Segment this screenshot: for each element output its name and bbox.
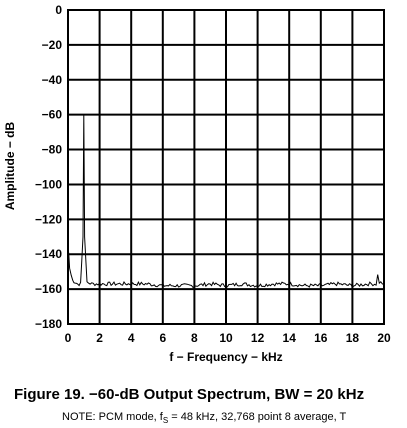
note-suffix: = 48 kHz, 32,768 point 8 average, T [168,411,347,423]
y-tick-label: −80 [42,143,63,157]
spectrum-chart: 0 2 4 6 8 10 12 14 16 18 20 0 −20 −40 −60 −80 −100 −120 −1… [3,3,391,364]
x-tick-label: 20 [377,331,391,345]
x-tick-label: 10 [219,331,233,345]
note-prefix: NOTE: PCM mode, f [62,411,163,423]
x-tick-label: 8 [191,331,198,345]
grid [68,10,384,324]
tick-labels: 0 2 4 6 8 10 12 14 16 18 20 0 −20 −40 −60 −80 −100 −120 −1… [35,3,391,345]
y-tick-label: −60 [42,108,63,122]
y-tick-label: −100 [35,177,62,191]
x-tick-label: 12 [251,331,265,345]
figure-caption: Figure 19. −60-dB Output Spectrum, BW = … [14,386,365,403]
plot-frame [67,9,385,325]
x-tick-label: 18 [346,331,360,345]
x-tick-label: 14 [283,331,297,345]
y-tick-label: −20 [42,38,63,52]
x-tick-label: 4 [128,331,135,345]
x-tick-label: 2 [96,331,103,345]
y-axis-label: Amplitude − dB [3,122,17,211]
note-subscript: S [162,416,169,426]
y-tick-label: −40 [42,73,63,87]
x-tick-label: 16 [314,331,328,345]
y-tick-label: 0 [55,3,62,17]
series-line [67,114,385,289]
y-tick-label: −120 [35,212,62,226]
x-tick-label: 6 [159,331,166,345]
y-tick-label: −180 [35,317,62,331]
y-tick-label: −140 [35,247,62,261]
y-tick-label: −160 [35,282,62,296]
x-tick-label: 0 [65,331,72,345]
figure-note: NOTE: PCM mode, fS = 48 kHz, 32,768 poin… [62,411,346,425]
x-axis-label: f − Frequency − kHz [169,350,282,364]
